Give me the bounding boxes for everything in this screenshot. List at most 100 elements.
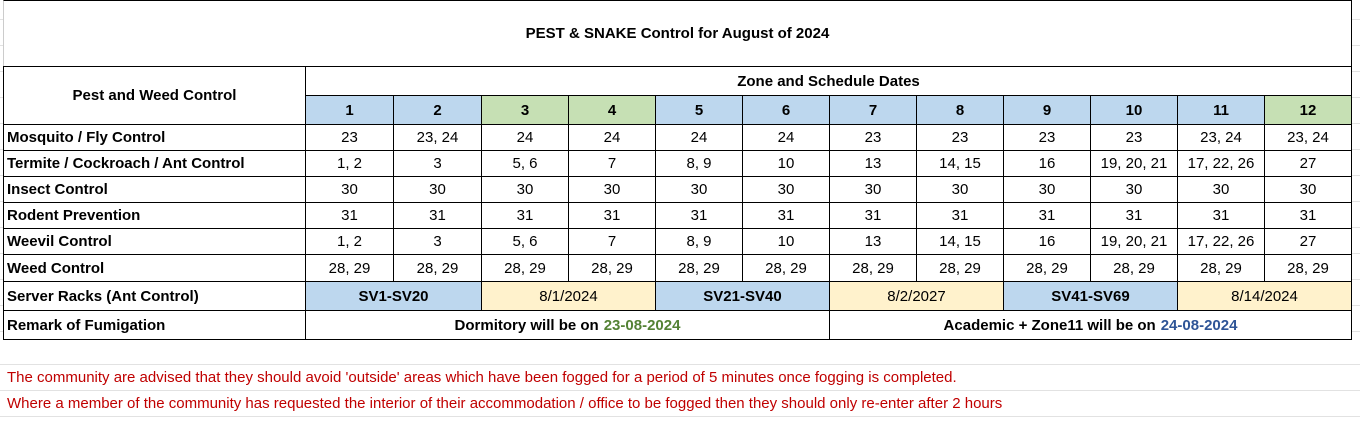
schedule-cell: 17, 22, 26 bbox=[1177, 150, 1265, 177]
schedule-cell: 28, 29 bbox=[393, 254, 482, 282]
schedule-cell: 23, 24 bbox=[1264, 124, 1352, 151]
schedule-cell: 30 bbox=[393, 176, 482, 203]
zone-header: 3 bbox=[481, 95, 569, 125]
note: Where a member of the community has requ… bbox=[7, 395, 1003, 412]
zone-header: 8 bbox=[916, 95, 1004, 125]
schedule-cell: 28, 29 bbox=[829, 254, 917, 282]
schedule-cell: 31 bbox=[1090, 202, 1178, 229]
zone-header: 11 bbox=[1177, 95, 1265, 125]
zone-header: 2 bbox=[393, 95, 482, 125]
corner-header: Pest and Weed Control bbox=[3, 66, 306, 125]
schedule-cell: 28, 29 bbox=[916, 254, 1004, 282]
schedule-cell: 17, 22, 26 bbox=[1177, 228, 1265, 255]
schedule-cell: 5, 6 bbox=[481, 150, 569, 177]
schedule-cell: 8, 9 bbox=[655, 150, 743, 177]
schedule-cell: 30 bbox=[742, 176, 830, 203]
schedule-cell: 23 bbox=[829, 124, 917, 151]
schedule-cell: 28, 29 bbox=[481, 254, 569, 282]
row-label: Remark of Fumigation bbox=[3, 310, 306, 340]
schedule-cell: 30 bbox=[1177, 176, 1265, 203]
schedule-cell: 28, 29 bbox=[655, 254, 743, 282]
schedule-cell: 16 bbox=[1003, 228, 1091, 255]
schedule-cell: 7 bbox=[568, 228, 656, 255]
schedule-cell: 7 bbox=[568, 150, 656, 177]
schedule-cell: 23 bbox=[1090, 124, 1178, 151]
schedule-cell: 31 bbox=[742, 202, 830, 229]
schedule-cell: 31 bbox=[829, 202, 917, 229]
row-label: Insect Control bbox=[3, 176, 306, 203]
zone-header: 6 bbox=[742, 95, 830, 125]
schedule-cell: 5, 6 bbox=[481, 228, 569, 255]
zone-header: 1 bbox=[305, 95, 394, 125]
zone-header: 9 bbox=[1003, 95, 1091, 125]
zone-header: 4 bbox=[568, 95, 656, 125]
schedule-cell: 23 bbox=[305, 124, 394, 151]
schedule-cell: 23 bbox=[916, 124, 1004, 151]
schedule-cell: 28, 29 bbox=[1003, 254, 1091, 282]
schedule-cell: 24 bbox=[481, 124, 569, 151]
schedule-cell: 30 bbox=[655, 176, 743, 203]
server-rack-cell: SV41-SV69 bbox=[1003, 281, 1178, 311]
schedule-cell: 27 bbox=[1264, 150, 1352, 177]
schedule-cell: 1, 2 bbox=[305, 228, 394, 255]
remark-date: 24-08-2024 bbox=[1160, 316, 1238, 334]
schedule-cell: 31 bbox=[655, 202, 743, 229]
zone-header: 10 bbox=[1090, 95, 1178, 125]
schedule-cell: 23 bbox=[1003, 124, 1091, 151]
schedule-cell: 28, 29 bbox=[742, 254, 830, 282]
schedule-cell: 30 bbox=[305, 176, 394, 203]
schedule-cell: 3 bbox=[393, 150, 482, 177]
schedule-cell: 30 bbox=[1090, 176, 1178, 203]
row-label: Weevil Control bbox=[3, 228, 306, 255]
row-label: Termite / Cockroach / Ant Control bbox=[3, 150, 306, 177]
schedule-cell: 3 bbox=[393, 228, 482, 255]
schedule-cell: 28, 29 bbox=[568, 254, 656, 282]
schedule-cell: 16 bbox=[1003, 150, 1091, 177]
schedule-cell: 31 bbox=[1003, 202, 1091, 229]
schedule-cell: 31 bbox=[568, 202, 656, 229]
server-rack-cell: SV1-SV20 bbox=[305, 281, 482, 311]
server-rack-cell: 8/14/2024 bbox=[1177, 281, 1352, 311]
remark-text: Academic + Zone11 will be on bbox=[943, 316, 1156, 334]
schedule-cell: 31 bbox=[916, 202, 1004, 229]
schedule-cell: 24 bbox=[742, 124, 830, 151]
note: The community are advised that they shou… bbox=[7, 369, 957, 386]
schedule-cell: 13 bbox=[829, 150, 917, 177]
schedule-cell: 14, 15 bbox=[916, 228, 1004, 255]
schedule-cell: 30 bbox=[1264, 176, 1352, 203]
schedule-cell: 13 bbox=[829, 228, 917, 255]
schedule-cell: 28, 29 bbox=[1090, 254, 1178, 282]
server-rack-cell: 8/1/2024 bbox=[481, 281, 656, 311]
row-label: Mosquito / Fly Control bbox=[3, 124, 306, 151]
title: PEST & SNAKE Control for August of 2024 bbox=[3, 0, 1352, 67]
schedule-cell: 23, 24 bbox=[1177, 124, 1265, 151]
schedule-cell: 30 bbox=[1003, 176, 1091, 203]
schedule-cell: 19, 20, 21 bbox=[1090, 150, 1178, 177]
schedule-cell: 28, 29 bbox=[1264, 254, 1352, 282]
row-label: Rodent Prevention bbox=[3, 202, 306, 229]
schedule-cell: 31 bbox=[305, 202, 394, 229]
schedule-cell: 31 bbox=[393, 202, 482, 229]
schedule-cell: 30 bbox=[916, 176, 1004, 203]
schedule-cell: 24 bbox=[655, 124, 743, 151]
schedule-cell: 30 bbox=[829, 176, 917, 203]
schedule-cell: 10 bbox=[742, 228, 830, 255]
schedule-cell: 28, 29 bbox=[1177, 254, 1265, 282]
schedule-cell: 19, 20, 21 bbox=[1090, 228, 1178, 255]
schedule-cell: 10 bbox=[742, 150, 830, 177]
schedule-cell: 31 bbox=[1264, 202, 1352, 229]
schedule-cell: 27 bbox=[1264, 228, 1352, 255]
schedule-cell: 8, 9 bbox=[655, 228, 743, 255]
remark-date: 23-08-2024 bbox=[603, 316, 681, 334]
zone-header: 5 bbox=[655, 95, 743, 125]
server-rack-cell: 8/2/2027 bbox=[829, 281, 1004, 311]
zone-header: 7 bbox=[829, 95, 917, 125]
row-label: Server Racks (Ant Control) bbox=[3, 281, 306, 311]
schedule-cell: 14, 15 bbox=[916, 150, 1004, 177]
schedule-cell: 31 bbox=[1177, 202, 1265, 229]
schedule-cell: 24 bbox=[568, 124, 656, 151]
schedule-cell: 1, 2 bbox=[305, 150, 394, 177]
remark-cell: Dormitory will be on 23-08-2024 bbox=[305, 310, 830, 340]
schedule-cell: 23, 24 bbox=[393, 124, 482, 151]
